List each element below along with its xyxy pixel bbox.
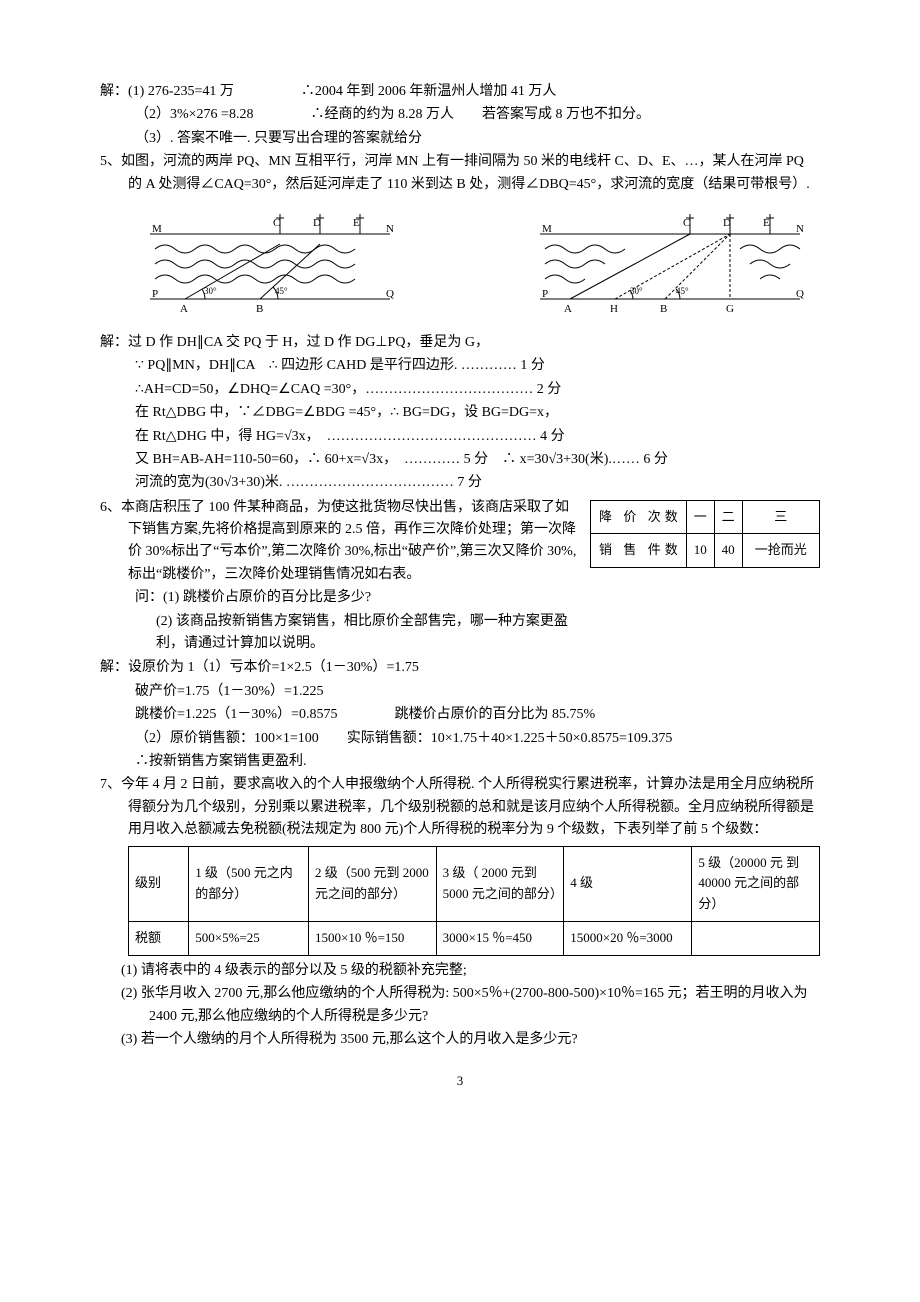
q6-sol-l3a: 跳楼价=1.225（1－30%）=0.8575 (135, 707, 337, 722)
q7-h2: 2 级（500 元到 2000 元之间的部分） (308, 846, 436, 921)
q6-table: 降 价 次数 一 二 三 销 售 件数 10 40 一抢而光 (590, 500, 820, 569)
svg-text:P: P (542, 288, 548, 300)
svg-text:C: C (683, 217, 690, 229)
q5-sol-l6: 又 BH=AB-AH=110-50=60，∴ 60+x=√3x， ………… 5 … (100, 449, 820, 471)
svg-text:Q: Q (386, 288, 394, 300)
q7-stem: 7、今年 4 月 2 日前，要求高收入的个人申报缴纳个人所得税. 个人所得税实行… (100, 774, 820, 841)
q6-sol-l4: （2）原价销售额：100×1=100 实际销售额：10×1.75＋40×1.22… (100, 728, 820, 750)
q6-ask1: 问：(1) 跳楼价占原价的百分比是多少? (100, 587, 580, 609)
q6-t-r1c1: 降 价 次数 (591, 500, 687, 534)
q7-h5: 5 级（20000 元 到 40000 元之间的部分） (692, 846, 820, 921)
ans4-l2-pre: （2）3%×276 =8.28 (135, 107, 253, 122)
ans4-line1: 解：(1) 276-235=41 万 ∴2004 年到 2006 年新温州人增加… (100, 81, 820, 103)
svg-text:H: H (610, 303, 618, 315)
q7-r0: 税额 (129, 921, 189, 955)
q6-sol-l2: 破产价=1.75（1－30%）=1.225 (100, 681, 820, 703)
q6-stem: 6、本商店积压了 100 件某种商品，为使这批货物尽快出售，该商店采取了如下销售… (100, 497, 580, 587)
q6-sol-l3b: 跳楼价占原价的百分比为 85.75% (394, 707, 595, 722)
q5-figure-row: M N C D E P Q A B 30° 45° (130, 204, 820, 324)
q6-sol-l5: ∴按新销售方案销售更盈利. (100, 751, 820, 773)
svg-text:P: P (152, 288, 158, 300)
q5-figure-right: M N C D E P Q A H B G 30° 45° (520, 204, 820, 324)
svg-text:D: D (723, 217, 731, 229)
q5-sol-l2: ∵ PQ∥MN，DH∥CA ∴ 四边形 CAHD 是平行四边形. ………… 1 … (100, 355, 820, 377)
q7-r5 (692, 921, 820, 955)
q7-table: 级别 1 级（500 元之内的部分） 2 级（500 元到 2000 元之间的部… (128, 846, 820, 956)
svg-text:A: A (180, 303, 188, 315)
q5-sol-l5: 在 Rt△DHG 中，得 HG=√3x， ……………………………………… 4 分 (100, 426, 820, 448)
q7-h1: 1 级（500 元之内的部分） (189, 846, 309, 921)
table-row: 税额 500×5%=25 1500×10 ％=150 3000×15 ％=450… (129, 921, 820, 955)
q5-sol-l7: 河流的宽为(30√3+30)米. ……………………………… 7 分 (100, 472, 820, 494)
svg-text:G: G (726, 303, 734, 315)
svg-text:M: M (542, 223, 552, 235)
svg-text:E: E (763, 217, 770, 229)
ans4-line3: （3）. 答案不唯一. 只要写出合理的答案就给分 (100, 128, 820, 150)
svg-text:A: A (564, 303, 572, 315)
q7-h0: 级别 (129, 846, 189, 921)
q6-t-r2c1: 销 售 件数 (591, 534, 687, 568)
ans4-l1-post: ∴2004 年到 2006 年新温州人增加 41 万人 (301, 84, 557, 99)
q6-sol-l1: 解：设原价为 1（1）亏本价=1×2.5（1－30%）=1.75 (100, 657, 820, 679)
q6-t-r1c2: 一 (686, 500, 714, 534)
table-row: 级别 1 级（500 元之内的部分） 2 级（500 元到 2000 元之间的部… (129, 846, 820, 921)
svg-text:B: B (256, 303, 263, 315)
q5-stem: 5、如图，河流的两岸 PQ、MN 互相平行，河岸 MN 上有一排间隔为 50 米… (100, 151, 820, 196)
table-row: 销 售 件数 10 40 一抢而光 (591, 534, 820, 568)
svg-text:Q: Q (796, 288, 804, 300)
q7-h3: 3 级（ 2000 元到 5000 元之间的部分） (436, 846, 564, 921)
q7-q1: (1) 请将表中的 4 级表示的部分以及 5 级的税额补充完整; (121, 960, 820, 982)
q6-t-r1c3: 二 (714, 500, 742, 534)
ans4-l1-pre: 解：(1) 276-235=41 万 (100, 84, 234, 99)
svg-text:N: N (386, 223, 394, 235)
q6-t-r2c3: 40 (714, 534, 742, 568)
svg-text:N: N (796, 223, 804, 235)
page-number: 3 (100, 1071, 820, 1092)
q6-sol-l3: 跳楼价=1.225（1－30%）=0.8575 跳楼价占原价的百分比为 85.7… (100, 704, 820, 726)
q6-row: 6、本商店积压了 100 件某种商品，为使这批货物尽快出售，该商店采取了如下销售… (100, 496, 820, 657)
ans4-line2: （2）3%×276 =8.28 ∴经商的约为 8.28 万人 若答案写成 8 万… (100, 104, 820, 126)
svg-text:M: M (152, 223, 162, 235)
q6-t-r2c2: 10 (686, 534, 714, 568)
q6-t-r1c4: 三 (742, 500, 819, 534)
svg-text:45°: 45° (275, 286, 288, 296)
ans4-l2-post: ∴经商的约为 8.28 万人 若答案写成 8 万也不扣分。 (310, 107, 650, 122)
q5-sol-l3: ∴AH=CD=50，∠DHQ=∠CAQ =30°，……………………………… 2 … (100, 379, 820, 401)
q7-r4: 15000×20 ％=3000 (564, 921, 692, 955)
svg-text:D: D (313, 217, 321, 229)
svg-text:C: C (273, 217, 280, 229)
q7-q2: (2) 张华月收入 2700 元,那么他应缴纳的个人所得税为: 500×5％+(… (100, 983, 820, 1028)
table-row: 降 价 次数 一 二 三 (591, 500, 820, 534)
svg-text:45°: 45° (676, 286, 689, 296)
q7-r1: 500×5%=25 (189, 921, 309, 955)
q5-sol-l1: 解：过 D 作 DH∥CA 交 PQ 于 H，过 D 作 DG⊥PQ，垂足为 G… (100, 332, 820, 354)
svg-text:30°: 30° (630, 286, 643, 296)
q6-t-r2c4: 一抢而光 (742, 534, 819, 568)
q7-r2: 1500×10 ％=150 (308, 921, 436, 955)
q7-q3: (3) 若一个人缴纳的月个人所得税为 3500 元,那么这个人的月收入是多少元? (100, 1029, 820, 1051)
q7-r3: 3000×15 ％=450 (436, 921, 564, 955)
q6-ask2: (2) 该商品按新销售方案销售，相比原价全部售完，哪一种方案更盈利，请通过计算加… (100, 611, 580, 656)
q5-figure-left: M N C D E P Q A B 30° 45° (130, 204, 410, 324)
q5-sol-l4: 在 Rt△DBG 中，∵∠DBG=∠BDG =45°，∴ BG=DG，设 BG=… (100, 402, 820, 424)
svg-text:B: B (660, 303, 667, 315)
svg-text:30°: 30° (204, 286, 217, 296)
q7-h4: 4 级 (564, 846, 692, 921)
svg-text:E: E (353, 217, 360, 229)
